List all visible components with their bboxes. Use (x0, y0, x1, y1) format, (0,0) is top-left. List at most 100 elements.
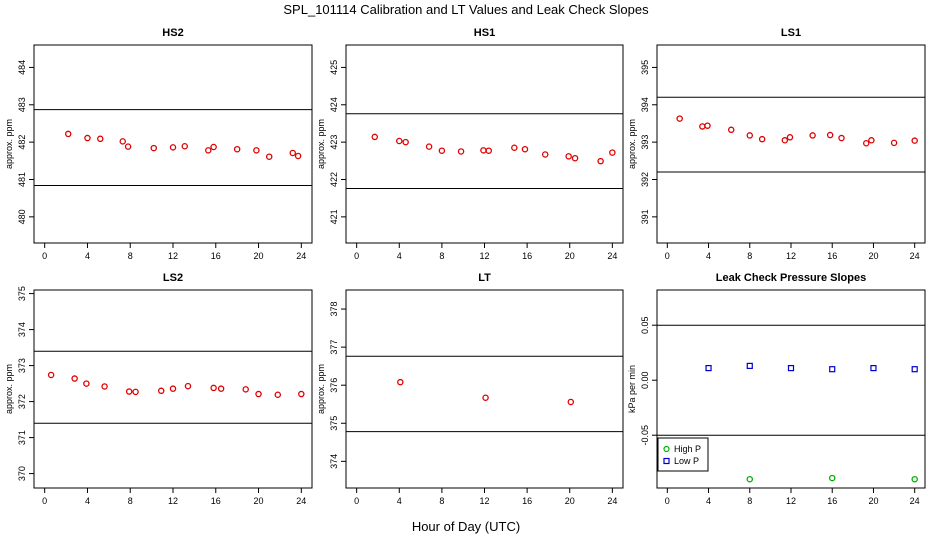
y-tick-label: 422 (329, 172, 339, 187)
data-point (274, 391, 282, 399)
x-tick-label: 24 (296, 251, 306, 261)
x-tick-label: 8 (747, 496, 752, 506)
data-point (511, 144, 518, 151)
data-point (265, 153, 273, 160)
data-point (786, 134, 794, 141)
y-tick-label: 391 (640, 209, 650, 224)
y-tick-label: -0.05 (640, 425, 650, 446)
data-point (868, 137, 875, 144)
data-point (255, 390, 262, 398)
x-tick-label: 4 (85, 251, 90, 261)
data-point (169, 144, 177, 151)
x-tick-label: 12 (786, 251, 796, 261)
x-tick-label: 12 (786, 496, 796, 506)
data-point (150, 144, 158, 152)
y-tick-label: 421 (329, 209, 339, 224)
y-tick-label: 481 (17, 172, 27, 187)
x-tick-label: 4 (706, 496, 711, 506)
panel-2: LS1 0 4 8 12 16 20 24 391 392 393 394 395 approx. ppm (627, 27, 926, 261)
x-tick-label: 20 (565, 496, 575, 506)
x-tick-label: 0 (354, 251, 359, 261)
data-point (597, 157, 604, 165)
data-point (233, 145, 241, 153)
panel-title: Leak Check Pressure Slopes (716, 272, 866, 284)
x-tick-label: 0 (665, 251, 670, 261)
data-point (84, 134, 91, 142)
data-point (781, 137, 789, 144)
y-tick-label: 374 (329, 454, 339, 469)
data-point (457, 148, 465, 155)
data-point (862, 140, 870, 147)
data-point (727, 126, 735, 134)
data-point (838, 134, 845, 142)
legend-label: Low P (674, 456, 699, 466)
x-tick-label: 0 (354, 496, 359, 506)
data-point (828, 474, 836, 482)
data-point (132, 388, 139, 396)
data-point (485, 147, 493, 154)
x-tick-label: 8 (439, 251, 444, 261)
x-tick-label: 20 (254, 251, 264, 261)
x-tick-label: 16 (827, 496, 837, 506)
y-tick-label: 375 (329, 416, 339, 431)
data-point (47, 371, 55, 379)
y-axis-label: approx. ppm (316, 364, 326, 414)
data-point (911, 137, 918, 144)
y-tick-label: 424 (329, 97, 339, 112)
panel-1: HS1 0 4 8 12 16 20 24 421 422 423 424 425 approx. ppm (316, 27, 624, 261)
data-point (746, 132, 754, 139)
plot-frame (345, 289, 624, 489)
plot-frame (33, 289, 313, 489)
legend-marker (663, 457, 670, 465)
data-point (787, 365, 795, 372)
data-point (157, 387, 165, 395)
data-point (210, 384, 217, 392)
x-tick-label: 16 (211, 251, 221, 261)
plot-frame (345, 44, 624, 244)
data-point (676, 115, 683, 122)
data-point (567, 398, 575, 406)
y-axis-label: kPa per min (627, 365, 637, 413)
y-tick-label: 483 (17, 97, 27, 112)
data-point (482, 394, 489, 402)
legend-marker (663, 445, 670, 453)
y-tick-label: 371 (17, 430, 27, 445)
y-tick-label: 392 (640, 172, 650, 187)
y-tick-label: 374 (17, 322, 27, 337)
data-point (809, 132, 816, 139)
x-tick-label: 24 (910, 496, 920, 506)
data-point (890, 139, 898, 147)
x-tick-label: 20 (868, 251, 878, 261)
data-point (571, 154, 579, 162)
x-tick-label: 8 (439, 496, 444, 506)
plot-frame (656, 44, 926, 244)
y-axis-label: approx. ppm (4, 119, 14, 169)
x-tick-label: 20 (868, 496, 878, 506)
data-point (83, 380, 90, 387)
x-tick-label: 12 (168, 496, 178, 506)
x-tick-label: 16 (211, 496, 221, 506)
data-point (396, 137, 403, 145)
y-tick-label: 377 (329, 340, 339, 355)
x-tick-label: 16 (827, 251, 837, 261)
y-tick-label: 423 (329, 135, 339, 150)
x-tick-label: 8 (128, 496, 133, 506)
data-point (298, 390, 305, 398)
figure-title: SPL_101114 Calibration and LT Values and… (283, 2, 649, 17)
data-point (565, 153, 572, 160)
y-tick-label: 393 (640, 135, 650, 150)
data-point (402, 138, 409, 146)
y-tick-label: 375 (17, 286, 27, 301)
data-point (609, 149, 616, 156)
y-tick-label: 482 (17, 135, 27, 150)
data-point (184, 382, 192, 390)
x-tick-label: 4 (397, 251, 402, 261)
data-point (911, 475, 918, 483)
plot-frame (33, 44, 313, 244)
data-point (101, 383, 108, 390)
y-axis-label: approx. ppm (4, 364, 14, 414)
x-tick-label: 0 (42, 251, 47, 261)
data-point (758, 135, 766, 143)
data-point (699, 123, 706, 130)
